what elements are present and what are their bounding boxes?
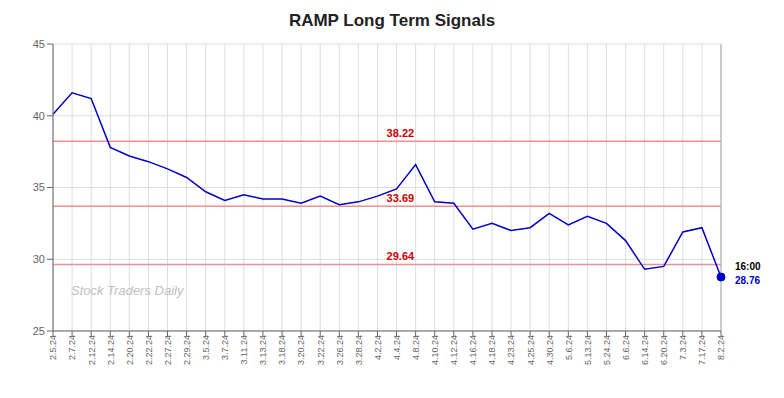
- svg-text:38.22: 38.22: [387, 127, 415, 139]
- html-text:RAMP Long Term Signals: RAMP Long Term Signals: [288, 11, 496, 30]
- svg-text:7.17.24: 7.17.24: [697, 335, 707, 365]
- svg-text:8.2.24: 8.2.24: [716, 335, 726, 360]
- svg-text:5.24.24: 5.24.24: [602, 335, 612, 365]
- svg-text:16:00: 16:00: [735, 261, 761, 272]
- svg-text:3.18.24: 3.18.24: [277, 335, 287, 365]
- svg-text:35: 35: [33, 181, 45, 193]
- svg-text:4.18.24: 4.18.24: [487, 335, 497, 365]
- svg-text:6.14.24: 6.14.24: [640, 335, 650, 365]
- svg-text:3.28.24: 3.28.24: [354, 335, 364, 365]
- svg-text:7.3.24: 7.3.24: [678, 335, 688, 360]
- svg-text:2.20.24: 2.20.24: [125, 335, 135, 365]
- svg-text:2.5.24: 2.5.24: [48, 335, 58, 360]
- svg-text:3.5.24: 3.5.24: [201, 335, 211, 360]
- svg-text:2.7.24: 2.7.24: [67, 335, 77, 360]
- html-text:Stock Traders Daily: Stock Traders Daily: [71, 283, 184, 298]
- svg-text:4.10.24: 4.10.24: [430, 335, 440, 365]
- svg-text:3.20.24: 3.20.24: [297, 335, 307, 365]
- svg-text:5.13.24: 5.13.24: [583, 335, 593, 365]
- svg-text:40: 40: [33, 110, 45, 122]
- svg-text:3.13.24: 3.13.24: [258, 335, 268, 365]
- svg-text:2.22.24: 2.22.24: [144, 335, 154, 365]
- svg-text:6.20.24: 6.20.24: [659, 335, 669, 365]
- svg-text:6.6.24: 6.6.24: [621, 335, 631, 360]
- svg-text:4.12.24: 4.12.24: [449, 335, 459, 365]
- svg-text:30: 30: [33, 253, 45, 265]
- svg-text:4.16.24: 4.16.24: [468, 335, 478, 365]
- svg-text:3.22.24: 3.22.24: [316, 335, 326, 365]
- svg-text:2.29.24: 2.29.24: [182, 335, 192, 365]
- svg-text:4.4.24: 4.4.24: [392, 335, 402, 360]
- svg-text:4.23.24: 4.23.24: [506, 335, 516, 365]
- svg-text:2.14.24: 2.14.24: [106, 335, 116, 365]
- svg-text:29.64: 29.64: [387, 250, 415, 262]
- svg-text:33.69: 33.69: [387, 192, 415, 204]
- svg-text:28.76: 28.76: [735, 275, 760, 286]
- svg-text:4.25.24: 4.25.24: [526, 335, 536, 365]
- svg-text:5.6.24: 5.6.24: [564, 335, 574, 360]
- svg-text:4.8.24: 4.8.24: [411, 335, 421, 360]
- svg-text:4.2.24: 4.2.24: [373, 335, 383, 360]
- svg-text:4.30.24: 4.30.24: [545, 335, 555, 365]
- svg-text:45: 45: [33, 38, 45, 50]
- svg-text:3.26.24: 3.26.24: [335, 335, 345, 365]
- svg-text:3.11.24: 3.11.24: [239, 335, 249, 364]
- svg-text:2.27.24: 2.27.24: [163, 335, 173, 365]
- svg-text:3.7.24: 3.7.24: [220, 335, 230, 360]
- svg-text:2.12.24: 2.12.24: [87, 335, 97, 365]
- svg-text:25: 25: [33, 325, 45, 337]
